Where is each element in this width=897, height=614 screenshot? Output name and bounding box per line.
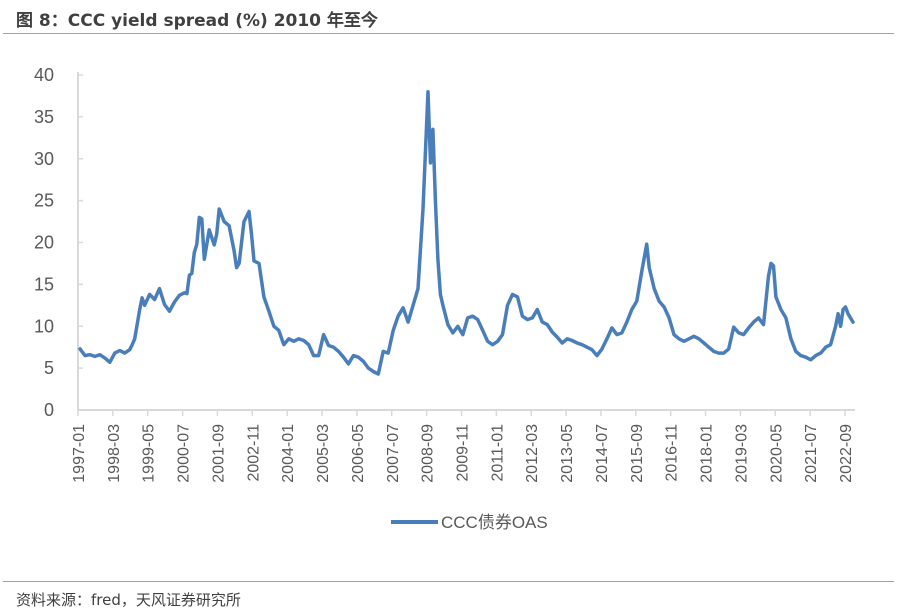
- x-tick-label: 2015-09: [629, 424, 646, 483]
- x-tick-label: 2019-03: [733, 424, 750, 483]
- x-tick-label: 2008-09: [420, 424, 437, 483]
- series-group: [78, 90, 855, 376]
- source-note: 资料来源：fred，天风证券研究所: [16, 591, 241, 609]
- x-tick-label: 2011-01: [489, 424, 506, 482]
- y-tick-label: 0: [44, 400, 54, 420]
- x-tick-label: 2009-11: [455, 424, 472, 482]
- x-tick-label: 2013-05: [559, 424, 576, 483]
- x-tick-label: 2002-11: [245, 424, 262, 482]
- x-tick-label: 2020-05: [768, 424, 785, 483]
- x-tick-label: 2007-07: [385, 424, 402, 483]
- legend-label: CCC债券OAS: [441, 513, 548, 532]
- legend: CCC债券OAS: [391, 513, 548, 532]
- y-tick-label: 40: [34, 65, 54, 85]
- x-tick-label: 2006-05: [350, 424, 367, 483]
- y-tick-label: 10: [34, 316, 54, 336]
- series-line-ccc-oas: [78, 90, 855, 376]
- x-tick-label: 2018-01: [699, 424, 716, 483]
- y-tick-label: 15: [34, 274, 54, 294]
- x-tick-label: 2012-03: [524, 424, 541, 483]
- x-tick-label: 1999-05: [141, 424, 158, 483]
- x-tick-label: 2014-07: [594, 424, 611, 483]
- title-divider: [3, 33, 894, 34]
- y-tick-label: 25: [34, 191, 54, 211]
- x-tick-label: 2005-03: [315, 424, 332, 483]
- x-tick-label: 2022-09: [838, 424, 855, 483]
- y-tick-label: 35: [34, 107, 54, 127]
- y-axis: 0 5 10 15 20 25 30 35 40: [34, 65, 83, 420]
- y-tick-label: 30: [34, 149, 54, 169]
- source-divider: [3, 581, 894, 582]
- y-tick-label: 20: [34, 233, 54, 253]
- x-tick-label: 1998-03: [106, 424, 123, 483]
- x-tick-label: 1997-01: [71, 424, 88, 483]
- x-tick-label: 2004-01: [280, 424, 297, 483]
- x-axis: 1997-01 1998-03 1999-05 2000-07 2001-09 2002-…: [71, 409, 855, 483]
- y-tick-label: 5: [44, 358, 54, 378]
- x-tick-label: 2000-07: [176, 424, 193, 483]
- x-tick-label: 2001-09: [210, 424, 227, 483]
- figure-title: 图 8：CCC yield spread (%) 2010 年至今: [16, 11, 378, 31]
- x-tick-label: 2021-07: [803, 424, 820, 483]
- x-tick-label: 2016-11: [664, 424, 681, 482]
